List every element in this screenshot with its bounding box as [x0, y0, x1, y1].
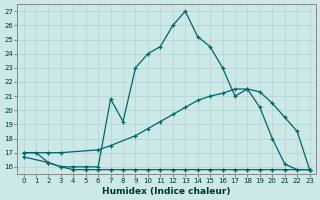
- X-axis label: Humidex (Indice chaleur): Humidex (Indice chaleur): [102, 187, 231, 196]
